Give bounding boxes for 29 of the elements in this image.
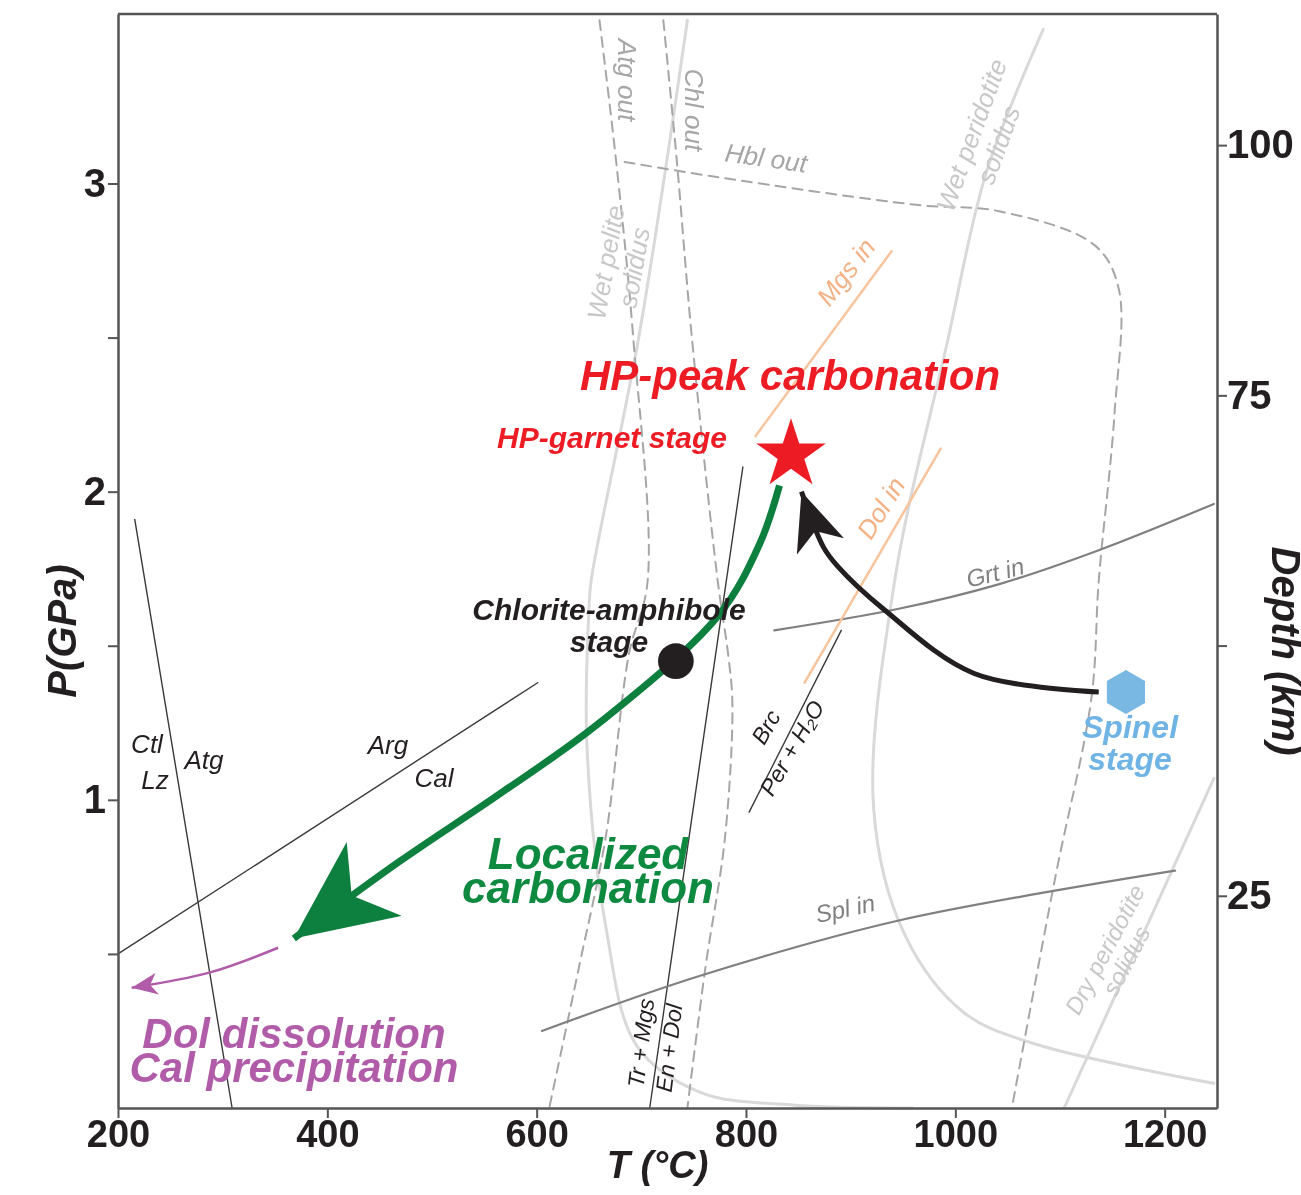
annotation: HP-peak carbonation: [579, 351, 1001, 399]
y2-axis-title: Depth (km): [1264, 546, 1301, 756]
annotation: Atg out: [612, 36, 642, 123]
y-axis-title: P(GPa): [40, 564, 84, 698]
y2-tick-label: 100: [1227, 122, 1294, 167]
x-tick-label: 600: [505, 1112, 569, 1155]
x-tick-label: 1200: [1122, 1112, 1208, 1155]
y2-tick-label: 75: [1227, 372, 1272, 417]
x-axis-title: T (°C): [606, 1144, 709, 1186]
x-tick-label: 200: [86, 1112, 151, 1155]
y-tick-label: 1: [83, 777, 106, 822]
y-tick-label: 2: [83, 468, 106, 513]
annotation: Ctl: [131, 729, 165, 759]
x-tick-label: 800: [714, 1112, 779, 1155]
annotation: Dol in: [850, 471, 912, 545]
annotation: HP-garnet stage: [496, 420, 728, 454]
x-tick-label: 1000: [913, 1112, 999, 1155]
annotation: Cal: [414, 763, 455, 793]
x-tick-label: 400: [296, 1112, 360, 1155]
annotation: Chl out: [679, 68, 709, 153]
y2-tick-label: 25: [1227, 873, 1272, 918]
annotation: Grt in: [963, 551, 1027, 593]
annotation: Lz: [141, 765, 169, 795]
annotation: Arg: [365, 730, 409, 760]
annotation: Spinel stage: [1081, 709, 1180, 777]
y-tick-label: 3: [83, 160, 106, 205]
annotation: Atg: [182, 745, 225, 775]
annotation: Spl in: [812, 888, 878, 928]
annotation: Hbl out: [723, 137, 811, 179]
